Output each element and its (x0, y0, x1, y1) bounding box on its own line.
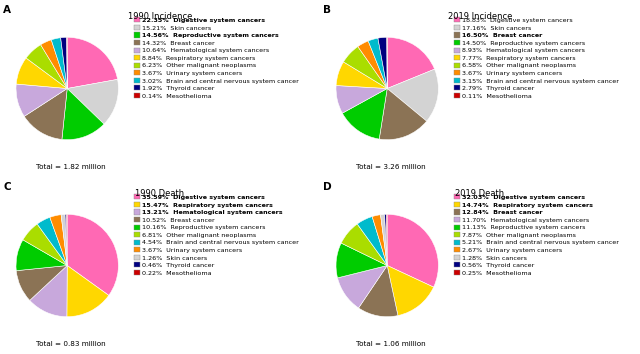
Wedge shape (67, 214, 118, 295)
Text: C: C (3, 182, 11, 192)
Wedge shape (387, 266, 434, 315)
Wedge shape (378, 37, 387, 88)
Wedge shape (24, 88, 67, 139)
Wedge shape (344, 47, 387, 88)
Wedge shape (23, 224, 67, 266)
Wedge shape (62, 88, 104, 140)
Wedge shape (37, 217, 67, 266)
Text: A: A (3, 5, 11, 15)
Text: Total = 3.26 million: Total = 3.26 million (356, 164, 425, 170)
Wedge shape (50, 215, 67, 266)
Wedge shape (358, 266, 398, 317)
Wedge shape (61, 214, 67, 266)
Wedge shape (29, 266, 67, 317)
Wedge shape (387, 37, 435, 88)
Text: Total = 1.82 million: Total = 1.82 million (36, 164, 105, 170)
Wedge shape (16, 58, 67, 88)
Legend: 35.59%  Digestive system cancers, 15.47%  Respiratory system cancers, 13.21%  He: 35.59% Digestive system cancers, 15.47% … (134, 194, 300, 276)
Legend: 18.83%  Digestive system cancers, 17.16%  Skin cancers, 16.50%  Breast cancer, 1: 18.83% Digestive system cancers, 17.16% … (454, 17, 620, 99)
Wedge shape (342, 88, 387, 139)
Text: 1990 Incidence: 1990 Incidence (128, 12, 192, 21)
Wedge shape (358, 41, 387, 88)
Legend: 22.35%  Digestive system cancers, 15.21%  Skin cancers, 14.56%  Reproductive sys: 22.35% Digestive system cancers, 15.21% … (134, 17, 300, 99)
Wedge shape (336, 243, 387, 278)
Wedge shape (336, 62, 387, 88)
Wedge shape (26, 45, 67, 88)
Text: 2019 Death: 2019 Death (456, 189, 504, 198)
Wedge shape (51, 38, 67, 88)
Wedge shape (41, 40, 67, 88)
Wedge shape (387, 69, 438, 121)
Wedge shape (385, 214, 387, 266)
Wedge shape (67, 266, 109, 317)
Wedge shape (372, 215, 387, 266)
Wedge shape (16, 84, 67, 116)
Text: Total = 1.06 million: Total = 1.06 million (356, 341, 425, 347)
Wedge shape (380, 88, 427, 140)
Wedge shape (67, 79, 118, 124)
Wedge shape (368, 38, 387, 88)
Wedge shape (337, 266, 387, 308)
Legend: 32.03%  Digestive system cancers, 14.74%  Respiratory system cancers, 12.84%  Br: 32.03% Digestive system cancers, 14.74% … (454, 194, 620, 276)
Wedge shape (65, 214, 67, 266)
Text: Total = 0.83 million: Total = 0.83 million (36, 341, 105, 347)
Wedge shape (67, 37, 118, 88)
Text: B: B (323, 5, 332, 15)
Wedge shape (341, 224, 387, 266)
Text: 2019 Incidence: 2019 Incidence (448, 12, 512, 21)
Wedge shape (336, 86, 387, 113)
Wedge shape (16, 266, 67, 301)
Wedge shape (381, 215, 387, 266)
Wedge shape (357, 217, 387, 266)
Text: D: D (323, 182, 332, 192)
Wedge shape (61, 37, 67, 88)
Text: 1990 Death: 1990 Death (136, 189, 184, 198)
Wedge shape (387, 214, 438, 287)
Wedge shape (16, 240, 67, 271)
